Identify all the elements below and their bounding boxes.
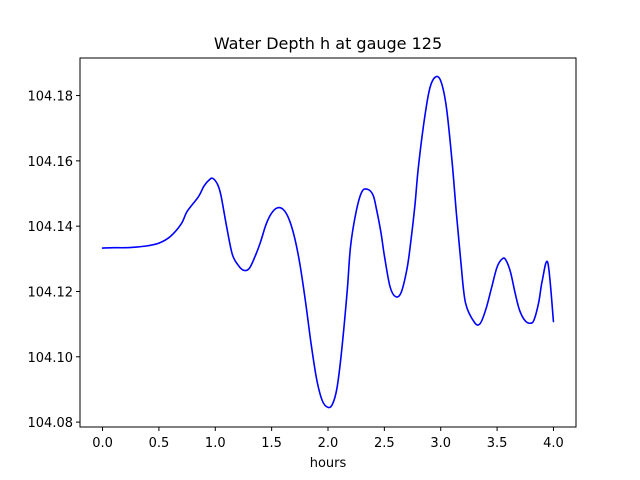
y-tick-label: 104.16 bbox=[28, 155, 74, 170]
y-tick-label: 104.08 bbox=[28, 416, 74, 431]
y-axis: 104.08 104.10 104.12 104.14 104.16 104.18 bbox=[28, 90, 80, 431]
y-tick-label: 104.18 bbox=[28, 90, 74, 105]
x-tick-label: 2.0 bbox=[318, 436, 339, 451]
x-tick-label: 2.5 bbox=[374, 436, 395, 451]
y-tick-label: 104.10 bbox=[28, 351, 74, 366]
y-tick-label: 104.12 bbox=[28, 285, 74, 300]
x-axis-label: hours bbox=[310, 456, 347, 471]
y-tick-label: 104.14 bbox=[28, 220, 74, 235]
x-tick-label: 0.5 bbox=[149, 436, 170, 451]
x-tick-label: 4.0 bbox=[543, 436, 564, 451]
x-tick-label: 1.0 bbox=[205, 436, 226, 451]
x-tick-label: 3.5 bbox=[487, 436, 508, 451]
x-axis: 0.0 0.5 1.0 1.5 2.0 2.5 3.0 3.5 4.0 bbox=[92, 427, 564, 451]
series-line-0 bbox=[101, 75, 555, 409]
x-tick-label: 3.0 bbox=[430, 436, 451, 451]
plot-area bbox=[101, 75, 555, 409]
x-tick-label: 0.0 bbox=[92, 436, 113, 451]
x-tick-label: 1.5 bbox=[261, 436, 282, 451]
chart-title: Water Depth h at gauge 125 bbox=[214, 34, 442, 53]
